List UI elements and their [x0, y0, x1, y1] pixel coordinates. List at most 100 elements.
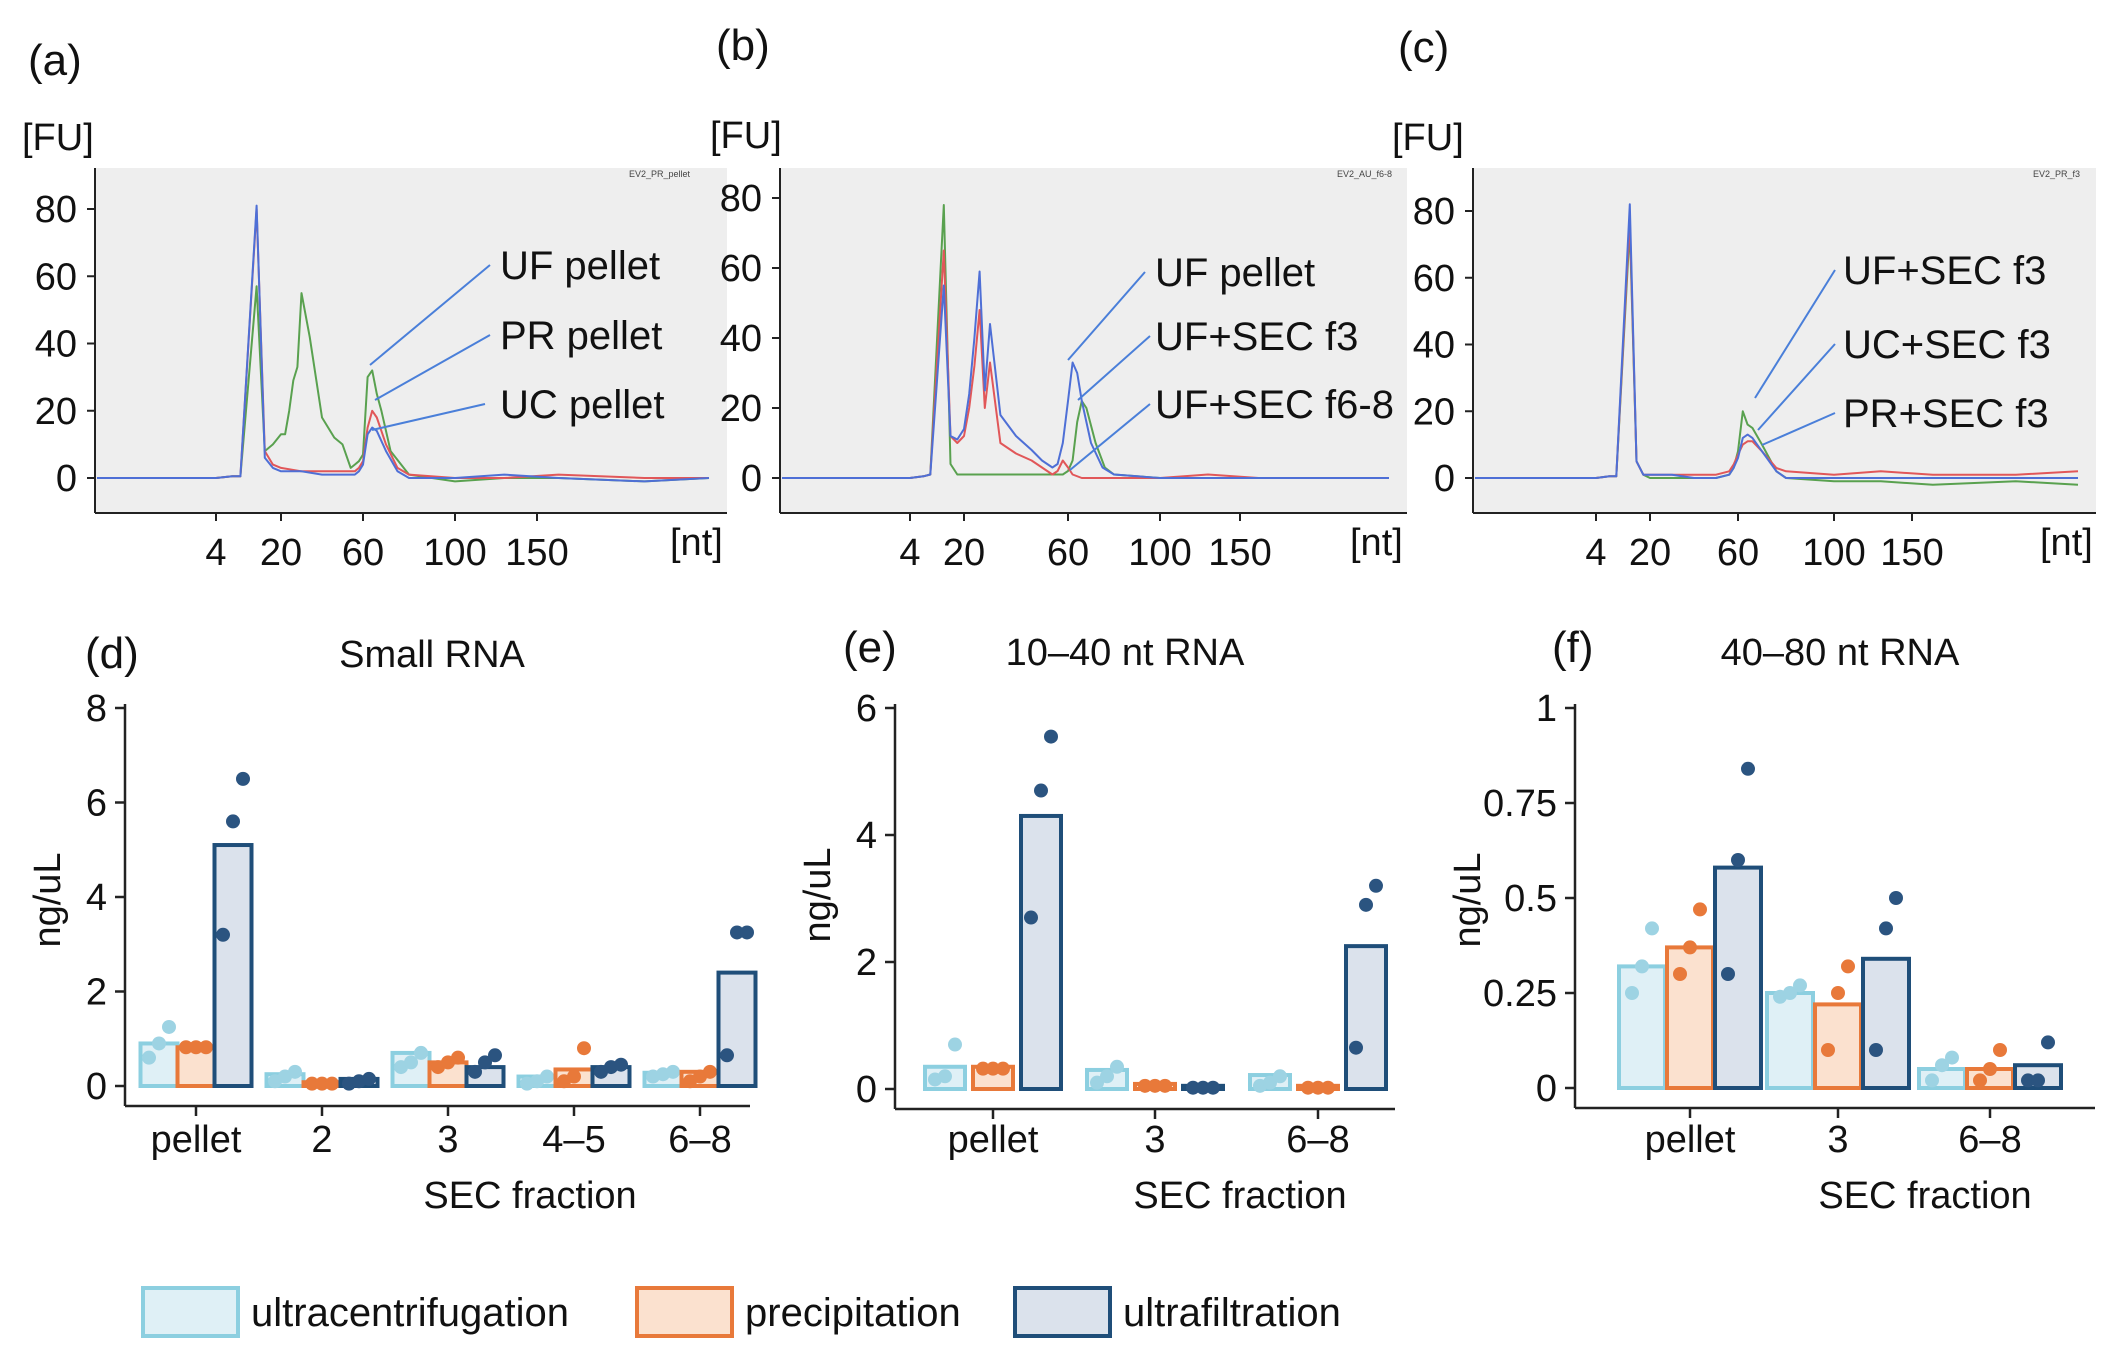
x-tick-label: 60 — [1047, 532, 1089, 574]
bar-ultracentrifugation — [1617, 964, 1667, 1091]
point-ultrafiltration — [1869, 1043, 1883, 1057]
y-tick-label: 8 — [86, 688, 107, 730]
category-label: pellet — [1645, 1119, 1736, 1161]
panel-letter: (d) — [85, 629, 139, 678]
bar-chart-f: (f) 40–80 nt RNA 0 0.25 0.5 0.75 1 ng/uL pellet 3… — [1447, 623, 2095, 1217]
point-precipitation — [1993, 1043, 2007, 1057]
x-tick-label: 60 — [1717, 532, 1759, 574]
y-tick-label: 0 — [1434, 458, 1455, 500]
point-ultrafiltration — [1889, 891, 1903, 905]
y-tick-label: 0 — [856, 1069, 877, 1111]
y-axis-label: ng/uL — [797, 847, 839, 942]
point-ultrafiltration — [1721, 967, 1735, 981]
x-tick-label: 4 — [205, 532, 226, 574]
point-ultracentrifugation — [1090, 1075, 1104, 1090]
y-tick-label: 40 — [1413, 325, 1455, 367]
x-tick-label: 100 — [1128, 532, 1191, 574]
point-ultracentrifugation — [1783, 986, 1797, 1000]
annotation-leader — [369, 264, 491, 366]
point-ultrafiltration — [1196, 1080, 1210, 1095]
annotation-label: UF+SEC f3 — [1843, 249, 2046, 293]
y-tick-label: 40 — [720, 318, 762, 360]
x-axis-label: SEC fraction — [1818, 1175, 2031, 1217]
category-label: 6–8 — [1958, 1119, 2021, 1161]
point-precipitation — [1158, 1078, 1172, 1093]
point-ultrafiltration — [614, 1057, 628, 1072]
point-ultrafiltration — [1731, 853, 1745, 867]
bar-ultrafiltration — [1713, 865, 1763, 1090]
point-precipitation — [305, 1076, 319, 1091]
point-precipitation — [1693, 902, 1707, 917]
point-ultrafiltration — [1186, 1080, 1200, 1095]
x-axis-label: SEC fraction — [423, 1175, 636, 1217]
point-precipitation — [1683, 940, 1697, 955]
file-label: EV2_PR_pellet — [629, 169, 691, 179]
point-ultrafiltration — [488, 1048, 502, 1063]
y-tick-label: 60 — [720, 248, 762, 290]
point-ultrafiltration — [226, 814, 240, 829]
trace-blue — [782, 270, 1389, 479]
y-tick-label: 6 — [86, 783, 107, 825]
annotation-leader — [1754, 269, 1836, 399]
annotation-label: UF pellet — [1155, 251, 1315, 295]
point-ultracentrifugation — [1263, 1075, 1277, 1090]
point-precipitation — [986, 1061, 1000, 1076]
point-precipitation — [1841, 959, 1855, 974]
point-precipitation — [315, 1076, 329, 1091]
electropherogram-b: (b) [FU] EV2_AU_f6-8 0 20 40 60 80 4 20 60 100 150 [n… — [710, 21, 1407, 574]
y-tick-label: 0 — [86, 1066, 107, 1108]
annotation-leader — [1761, 412, 1836, 446]
category-label: pellet — [948, 1119, 1039, 1161]
point-precipitation — [199, 1040, 213, 1055]
y-tick-label: 60 — [35, 256, 77, 298]
point-precipitation — [325, 1076, 339, 1091]
point-precipitation — [976, 1061, 990, 1076]
x-tick-label: 20 — [260, 532, 302, 574]
point-ultrafiltration — [478, 1055, 492, 1070]
y-axis-label: [FU] — [22, 117, 94, 159]
y-tick-label: 0 — [56, 458, 77, 500]
point-ultrafiltration — [1879, 921, 1893, 936]
point-ultrafiltration — [1741, 761, 1755, 776]
x-axis-label: [nt] — [2040, 522, 2093, 564]
point-ultracentrifugation — [1793, 978, 1807, 993]
y-axis-label: [FU] — [1392, 117, 1464, 159]
x-tick-label: 150 — [1208, 532, 1271, 574]
x-tick-label: 100 — [1802, 532, 1865, 574]
point-precipitation — [1973, 1073, 1987, 1088]
x-axis-label: [nt] — [1350, 522, 1403, 564]
category-label: 3 — [1827, 1119, 1848, 1161]
bar-chart-d: (d) Small RNA 0 2 4 6 8 ng/uL pellet 2 3 4–5 6–8 SEC … — [27, 629, 758, 1217]
point-precipitation — [1983, 1062, 1997, 1076]
y-tick-label: 1 — [1536, 688, 1557, 730]
point-ultrafiltration — [2031, 1073, 2045, 1088]
point-precipitation — [1301, 1080, 1315, 1095]
x-axis-label: SEC fraction — [1133, 1175, 1346, 1217]
legend-swatch-precipitation — [635, 1286, 734, 1338]
bar-ultrafiltration — [1019, 813, 1063, 1091]
legend-swatch-ultrafiltration — [1013, 1286, 1112, 1338]
point-ultrafiltration — [1024, 910, 1038, 925]
y-axis-label: ng/uL — [27, 852, 69, 947]
category-label: pellet — [151, 1119, 242, 1161]
chart-title: 10–40 nt RNA — [1006, 632, 1245, 674]
y-tick-label: 40 — [35, 324, 77, 366]
bar-chart-e: (e) 10–40 nt RNA 0 2 4 6 ng/uL pellet 3 6–8 SEC fr… — [797, 623, 1395, 1217]
point-ultrafiltration — [740, 925, 754, 940]
bar-ultrafiltration — [1861, 956, 1911, 1090]
chart-title: Small RNA — [339, 634, 525, 676]
point-precipitation — [567, 1069, 581, 1084]
annotation-leader — [1067, 271, 1146, 361]
plot-area — [95, 168, 727, 513]
point-ultrafiltration — [2021, 1073, 2035, 1088]
bar-precipitation — [1665, 945, 1715, 1091]
y-tick-label: 0 — [1536, 1068, 1557, 1110]
point-ultracentrifugation — [666, 1064, 680, 1079]
annotation-label: PR pellet — [500, 314, 662, 358]
annotation-label: PR+SEC f3 — [1843, 392, 2049, 436]
point-ultrafiltration — [468, 1064, 482, 1079]
y-tick-label: 60 — [1413, 258, 1455, 300]
point-precipitation — [189, 1040, 203, 1055]
point-ultrafiltration — [1359, 897, 1373, 912]
